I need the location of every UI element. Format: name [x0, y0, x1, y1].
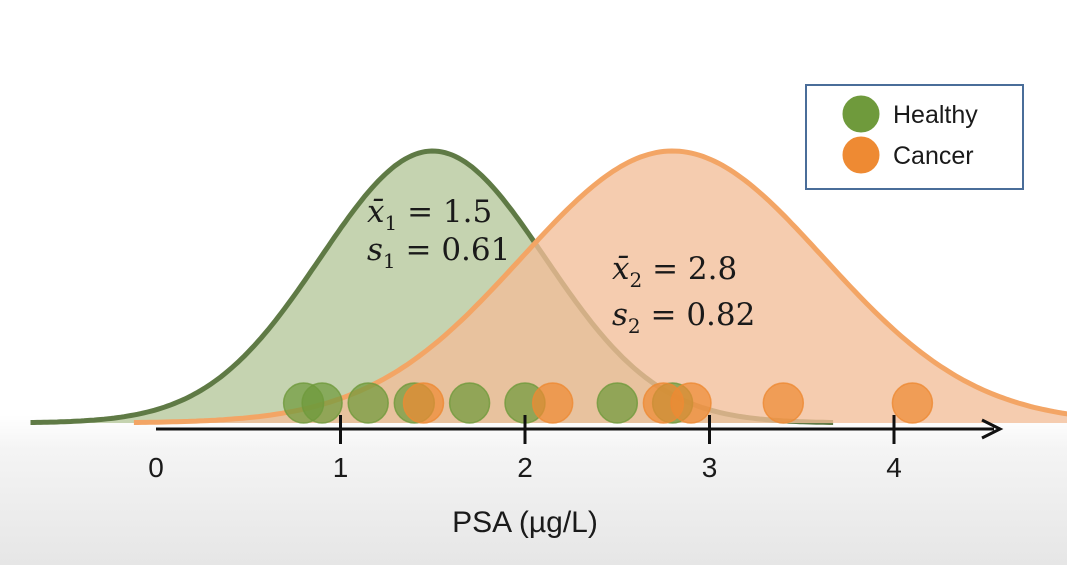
- healthy-sd-annotation: s1 = 0.61: [367, 232, 510, 273]
- legend-label-healthy: Healthy: [893, 101, 978, 129]
- legend: Healthy Cancer: [805, 84, 1024, 190]
- x-tick-label: 3: [702, 452, 718, 483]
- healthy-mean-annotation: x̄1 = 1.5: [367, 194, 492, 235]
- legend-swatch-cancer: [842, 136, 880, 174]
- x-axis-arrowhead: [981, 418, 1004, 440]
- cancer-distribution-fill: [133, 151, 1067, 423]
- x-axis: 0 1 2 3 4: [148, 415, 1004, 483]
- x-tick-label: 1: [333, 452, 349, 483]
- summary-annotations: x̄1 = 1.5s1 = 0.61 x̄2 = 2.8 s2 = 0.82: [367, 194, 755, 338]
- x-tick-label: 2: [517, 452, 533, 483]
- cancer-sd-annotation: s2 = 0.82: [612, 297, 755, 338]
- cancer-mean-annotation: x̄2 = 2.8: [612, 251, 737, 292]
- cancer-data-point: [531, 382, 574, 424]
- healthy-distribution-fill: [30, 151, 834, 423]
- cancer-data-point: [670, 382, 712, 424]
- cancer-data-point: [891, 382, 934, 424]
- distribution-curves: [30, 148, 1067, 425]
- data-points: [282, 382, 934, 424]
- x-tick-label: 4: [886, 452, 902, 483]
- x-axis-title: PSA (µg/L): [452, 506, 598, 539]
- legend-swatch-healthy: [842, 95, 880, 133]
- healthy-data-point: [347, 382, 389, 424]
- legend-box: [805, 84, 1024, 190]
- healthy-data-point: [301, 382, 343, 424]
- healthy-data-point: [448, 382, 491, 424]
- legend-label-cancer: Cancer: [893, 142, 974, 170]
- cancer-data-point: [402, 382, 445, 424]
- healthy-data-point: [596, 382, 639, 424]
- cancer-data-point: [762, 382, 805, 424]
- x-tick-label: 0: [148, 452, 164, 483]
